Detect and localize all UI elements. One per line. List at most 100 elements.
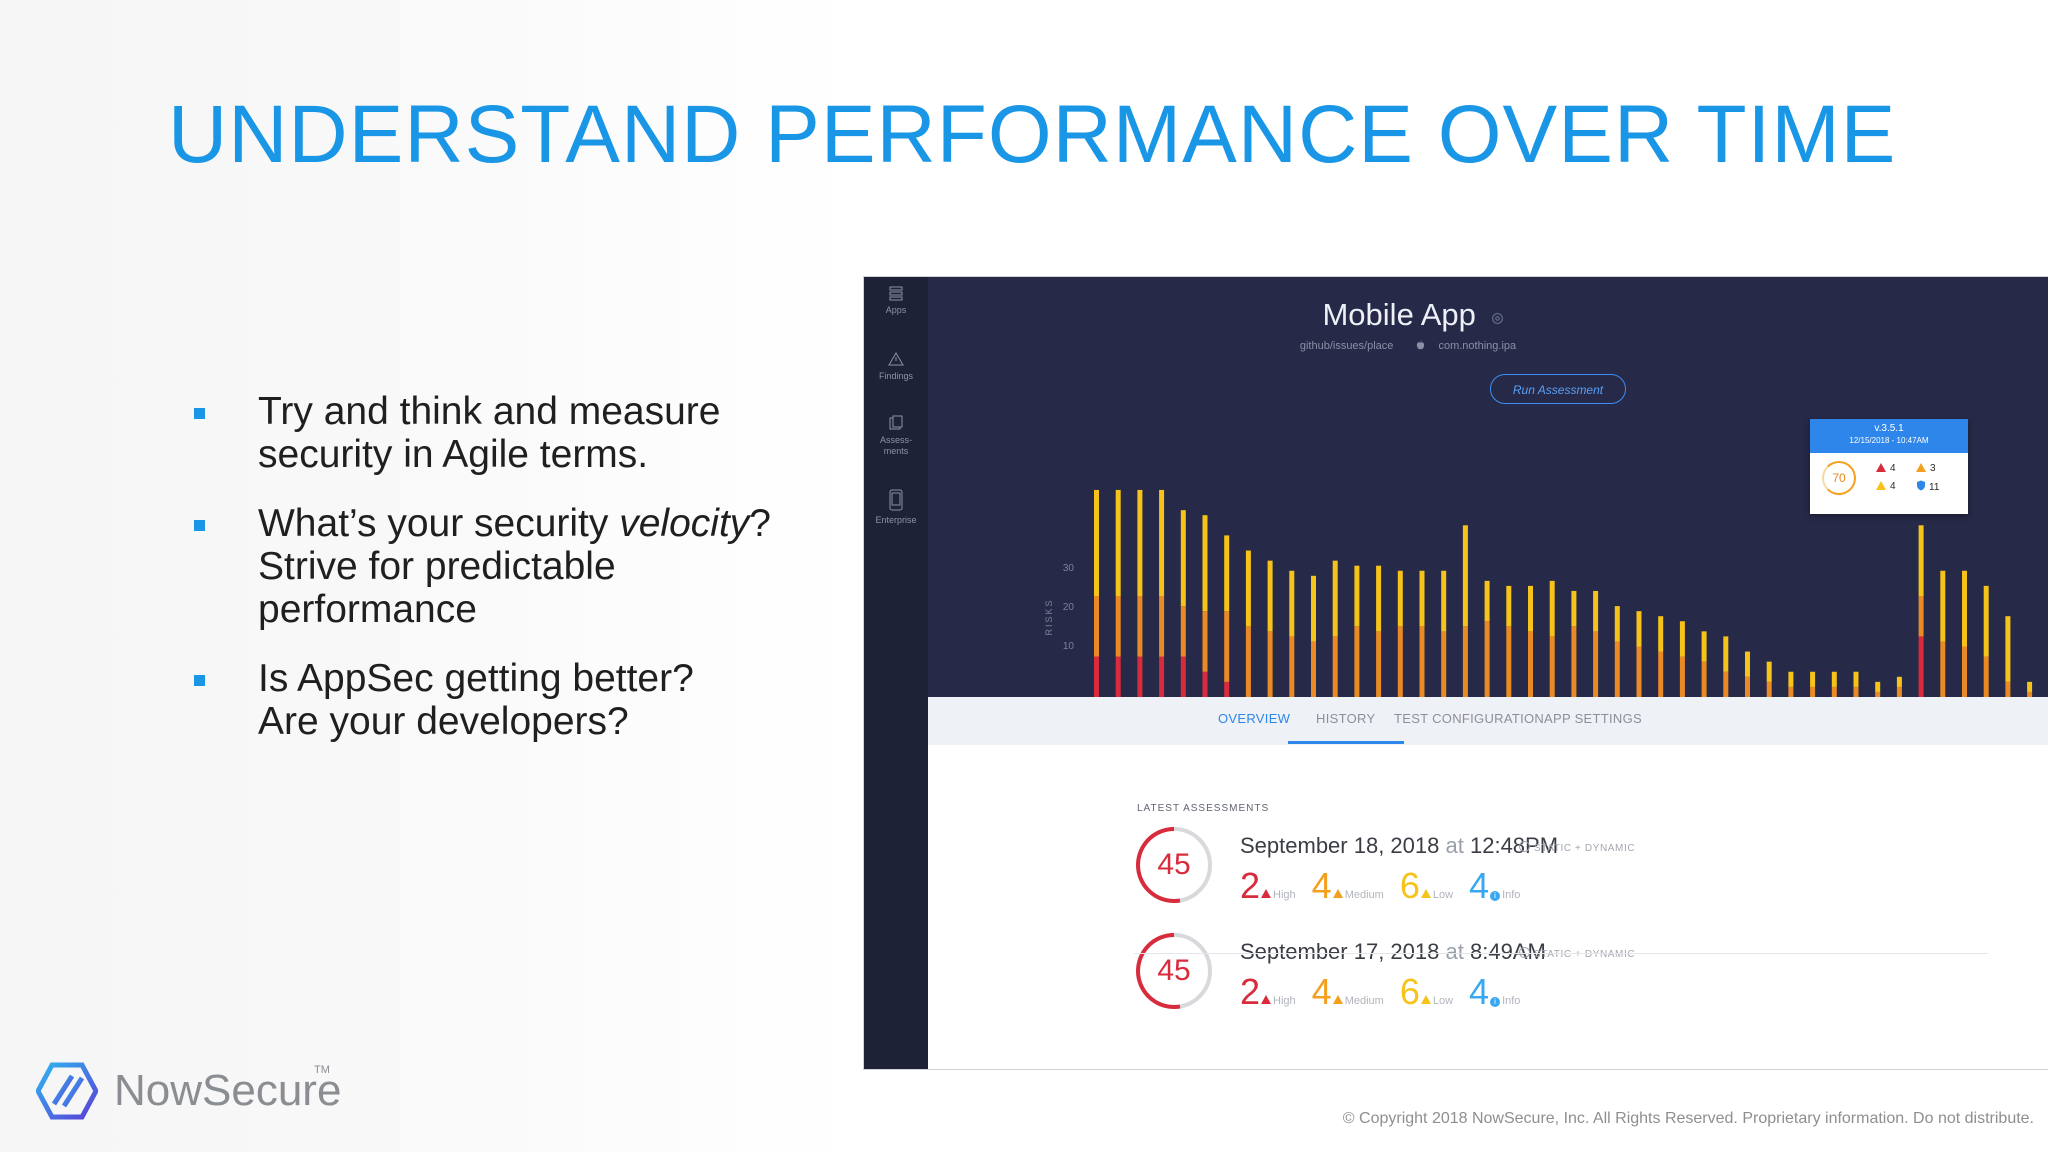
bar-segment-medium[interactable] xyxy=(1441,631,1447,697)
bar-segment-medium[interactable] xyxy=(1397,626,1403,697)
bar-segment-medium[interactable] xyxy=(1311,641,1316,697)
bar-segment-low[interactable] xyxy=(1137,489,1143,596)
bar-segment-medium[interactable] xyxy=(1679,656,1685,697)
bar-segment-low[interactable] xyxy=(1397,570,1403,627)
bar-segment-medium[interactable] xyxy=(1766,681,1772,697)
bar-segment-low[interactable] xyxy=(1528,585,1533,632)
sidebar-item-assessments[interactable]: Assess- ments xyxy=(864,415,928,457)
bar-segment-low[interactable] xyxy=(2005,616,2011,682)
bar-segment-low[interactable] xyxy=(1636,611,1642,647)
bar-segment-medium[interactable] xyxy=(1723,671,1729,697)
bar-segment-low[interactable] xyxy=(1484,580,1490,622)
bar-segment-low[interactable] xyxy=(1875,681,1881,692)
assessment-row[interactable]: 45 September 18, 2018 at 12:48PM STATIC + … xyxy=(1134,825,1994,935)
bar-segment-low[interactable] xyxy=(1701,631,1707,662)
bar-segment-low[interactable] xyxy=(1376,565,1382,632)
bar-segment-medium[interactable] xyxy=(1506,626,1512,697)
bar-segment-low[interactable] xyxy=(1853,671,1859,687)
bar-segment-medium[interactable] xyxy=(2005,681,2011,697)
bar-segment-low[interactable] xyxy=(1289,570,1295,637)
bar-segment-medium[interactable] xyxy=(1115,596,1121,657)
bar-segment-medium[interactable] xyxy=(1224,611,1230,682)
bar-segment-low[interactable] xyxy=(1745,651,1750,677)
bar-segment-medium[interactable] xyxy=(1332,636,1338,697)
bar-segment-low[interactable] xyxy=(1354,565,1360,627)
settings-gear-icon[interactable] xyxy=(1491,312,1504,325)
bar-segment-low[interactable] xyxy=(1419,570,1425,627)
bar-segment-low[interactable] xyxy=(1983,585,1989,657)
bar-segment-low[interactable] xyxy=(1549,580,1555,637)
bar-segment-medium[interactable] xyxy=(1528,631,1533,697)
bar-segment-low[interactable] xyxy=(1245,550,1251,627)
bar-segment-low[interactable] xyxy=(1506,585,1512,627)
bar-segment-medium[interactable] xyxy=(1376,631,1382,697)
bar-segment-low[interactable] xyxy=(1831,671,1837,687)
bar-segment-medium[interactable] xyxy=(1245,626,1251,697)
bar-segment-low[interactable] xyxy=(1311,575,1316,642)
sidebar-item-findings[interactable]: Findings xyxy=(864,351,928,382)
bar-segment-low[interactable] xyxy=(1723,636,1729,672)
run-assessment-button[interactable]: Run Assessment xyxy=(1490,374,1626,404)
bar-segment-low[interactable] xyxy=(1462,525,1468,627)
bar-segment-low[interactable] xyxy=(1159,489,1165,596)
bar-segment-low[interactable] xyxy=(2027,681,2033,692)
bar-segment-high[interactable] xyxy=(1202,671,1208,697)
bar-segment-high[interactable] xyxy=(1159,656,1165,697)
bar-segment-medium[interactable] xyxy=(1918,596,1924,637)
bar-segment-high[interactable] xyxy=(1918,636,1924,697)
bar-segment-high[interactable] xyxy=(1224,681,1230,697)
bar-segment-medium[interactable] xyxy=(1354,626,1360,697)
bar-segment-medium[interactable] xyxy=(1462,626,1468,697)
bar-segment-medium[interactable] xyxy=(1094,596,1099,657)
bar-segment-low[interactable] xyxy=(1332,560,1338,637)
bar-segment-medium[interactable] xyxy=(1484,621,1490,697)
bar-segment-high[interactable] xyxy=(1094,656,1099,697)
bar-segment-low[interactable] xyxy=(1180,510,1186,607)
bar-segment-low[interactable] xyxy=(1940,570,1946,642)
tab-history[interactable]: HISTORY xyxy=(1316,711,1376,726)
bar-segment-medium[interactable] xyxy=(1983,656,1989,697)
bar-segment-medium[interactable] xyxy=(1810,686,1816,697)
bar-segment-medium[interactable] xyxy=(1267,631,1273,697)
bar-segment-low[interactable] xyxy=(1593,590,1599,632)
bar-segment-medium[interactable] xyxy=(1137,596,1143,657)
bar-segment-medium[interactable] xyxy=(1159,596,1165,657)
bar-segment-medium[interactable] xyxy=(1853,686,1859,697)
bar-segment-low[interactable] xyxy=(1766,661,1772,682)
bar-segment-medium[interactable] xyxy=(1571,626,1577,697)
bar-segment-medium[interactable] xyxy=(1289,636,1295,697)
bar-segment-low[interactable] xyxy=(1918,525,1924,596)
bar-segment-low[interactable] xyxy=(1267,560,1273,632)
bar-segment-medium[interactable] xyxy=(1202,611,1208,672)
assessment-row[interactable]: 45 September 17, 2018 at 8:49AM STATIC + D… xyxy=(1134,931,1994,1041)
bar-segment-medium[interactable] xyxy=(1788,686,1794,697)
bar-segment-low[interactable] xyxy=(1679,621,1685,657)
bar-segment-low[interactable] xyxy=(1658,616,1664,652)
bar-segment-low[interactable] xyxy=(1614,606,1620,642)
bar-segment-high[interactable] xyxy=(1137,656,1143,697)
bar-segment-medium[interactable] xyxy=(1658,651,1664,697)
bar-segment-low[interactable] xyxy=(1571,590,1577,627)
bar-segment-medium[interactable] xyxy=(1896,686,1902,697)
tab-test-configuration[interactable]: TEST CONFIGURATION xyxy=(1394,711,1545,726)
bar-segment-low[interactable] xyxy=(1094,489,1099,596)
bar-segment-medium[interactable] xyxy=(1593,631,1599,697)
bar-segment-medium[interactable] xyxy=(1419,626,1425,697)
bar-segment-medium[interactable] xyxy=(1549,636,1555,697)
sidebar-item-apps[interactable]: Apps xyxy=(864,285,928,316)
bar-segment-medium[interactable] xyxy=(1636,646,1642,698)
bar-segment-low[interactable] xyxy=(1224,535,1230,612)
bar-segment-medium[interactable] xyxy=(1875,691,1881,697)
bar-segment-low[interactable] xyxy=(1810,671,1816,687)
bar-segment-medium[interactable] xyxy=(1614,641,1620,697)
bar-segment-low[interactable] xyxy=(1896,676,1902,687)
bar-segment-low[interactable] xyxy=(1202,515,1208,612)
bar-segment-low[interactable] xyxy=(1788,671,1794,687)
bar-segment-medium[interactable] xyxy=(1180,606,1186,657)
bar-segment-low[interactable] xyxy=(1962,570,1967,647)
bar-segment-medium[interactable] xyxy=(2027,691,2033,697)
bar-segment-low[interactable] xyxy=(1115,489,1121,596)
tab-overview[interactable]: OVERVIEW xyxy=(1218,711,1291,726)
bar-segment-medium[interactable] xyxy=(1962,646,1967,698)
bar-segment-medium[interactable] xyxy=(1745,676,1750,697)
